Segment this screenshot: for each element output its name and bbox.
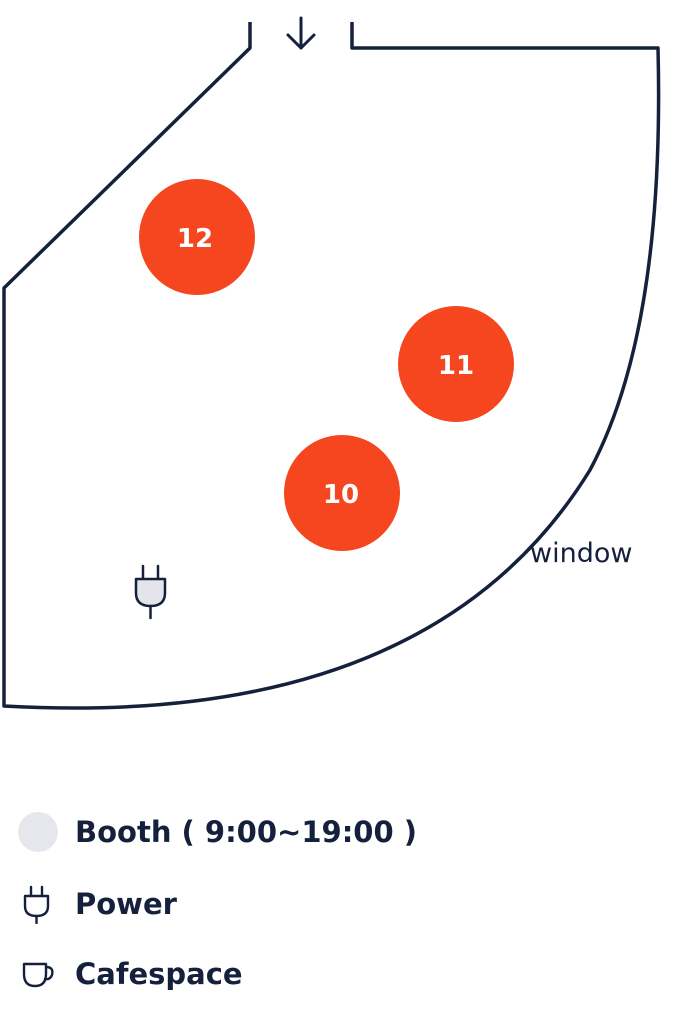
legend-label: Booth ( 9:00~19:00 ) bbox=[75, 815, 417, 849]
legend-item-power: Power bbox=[0, 882, 690, 926]
arrow-down-icon bbox=[286, 16, 316, 50]
booth-number: 11 bbox=[438, 351, 474, 381]
legend-label: Power bbox=[75, 887, 177, 921]
legend-label: Cafespace bbox=[75, 957, 243, 991]
cup-icon bbox=[18, 954, 58, 994]
booth-number: 12 bbox=[177, 224, 213, 254]
floor-map: 12 11 10 window bbox=[2, 16, 661, 710]
plug-icon bbox=[18, 884, 58, 924]
booth-number: 10 bbox=[323, 480, 359, 510]
legend-item-booth: Booth ( 9:00~19:00 ) bbox=[0, 810, 690, 854]
booth-11[interactable]: 11 bbox=[398, 306, 514, 422]
plug-icon bbox=[134, 564, 167, 620]
window-label: window bbox=[530, 538, 632, 569]
booth-circle-icon bbox=[18, 812, 58, 852]
room-outline bbox=[2, 22, 661, 710]
booth-10[interactable]: 10 bbox=[284, 435, 400, 551]
booth-12[interactable]: 12 bbox=[139, 179, 255, 295]
legend-item-cafespace: Cafespace bbox=[0, 952, 690, 996]
